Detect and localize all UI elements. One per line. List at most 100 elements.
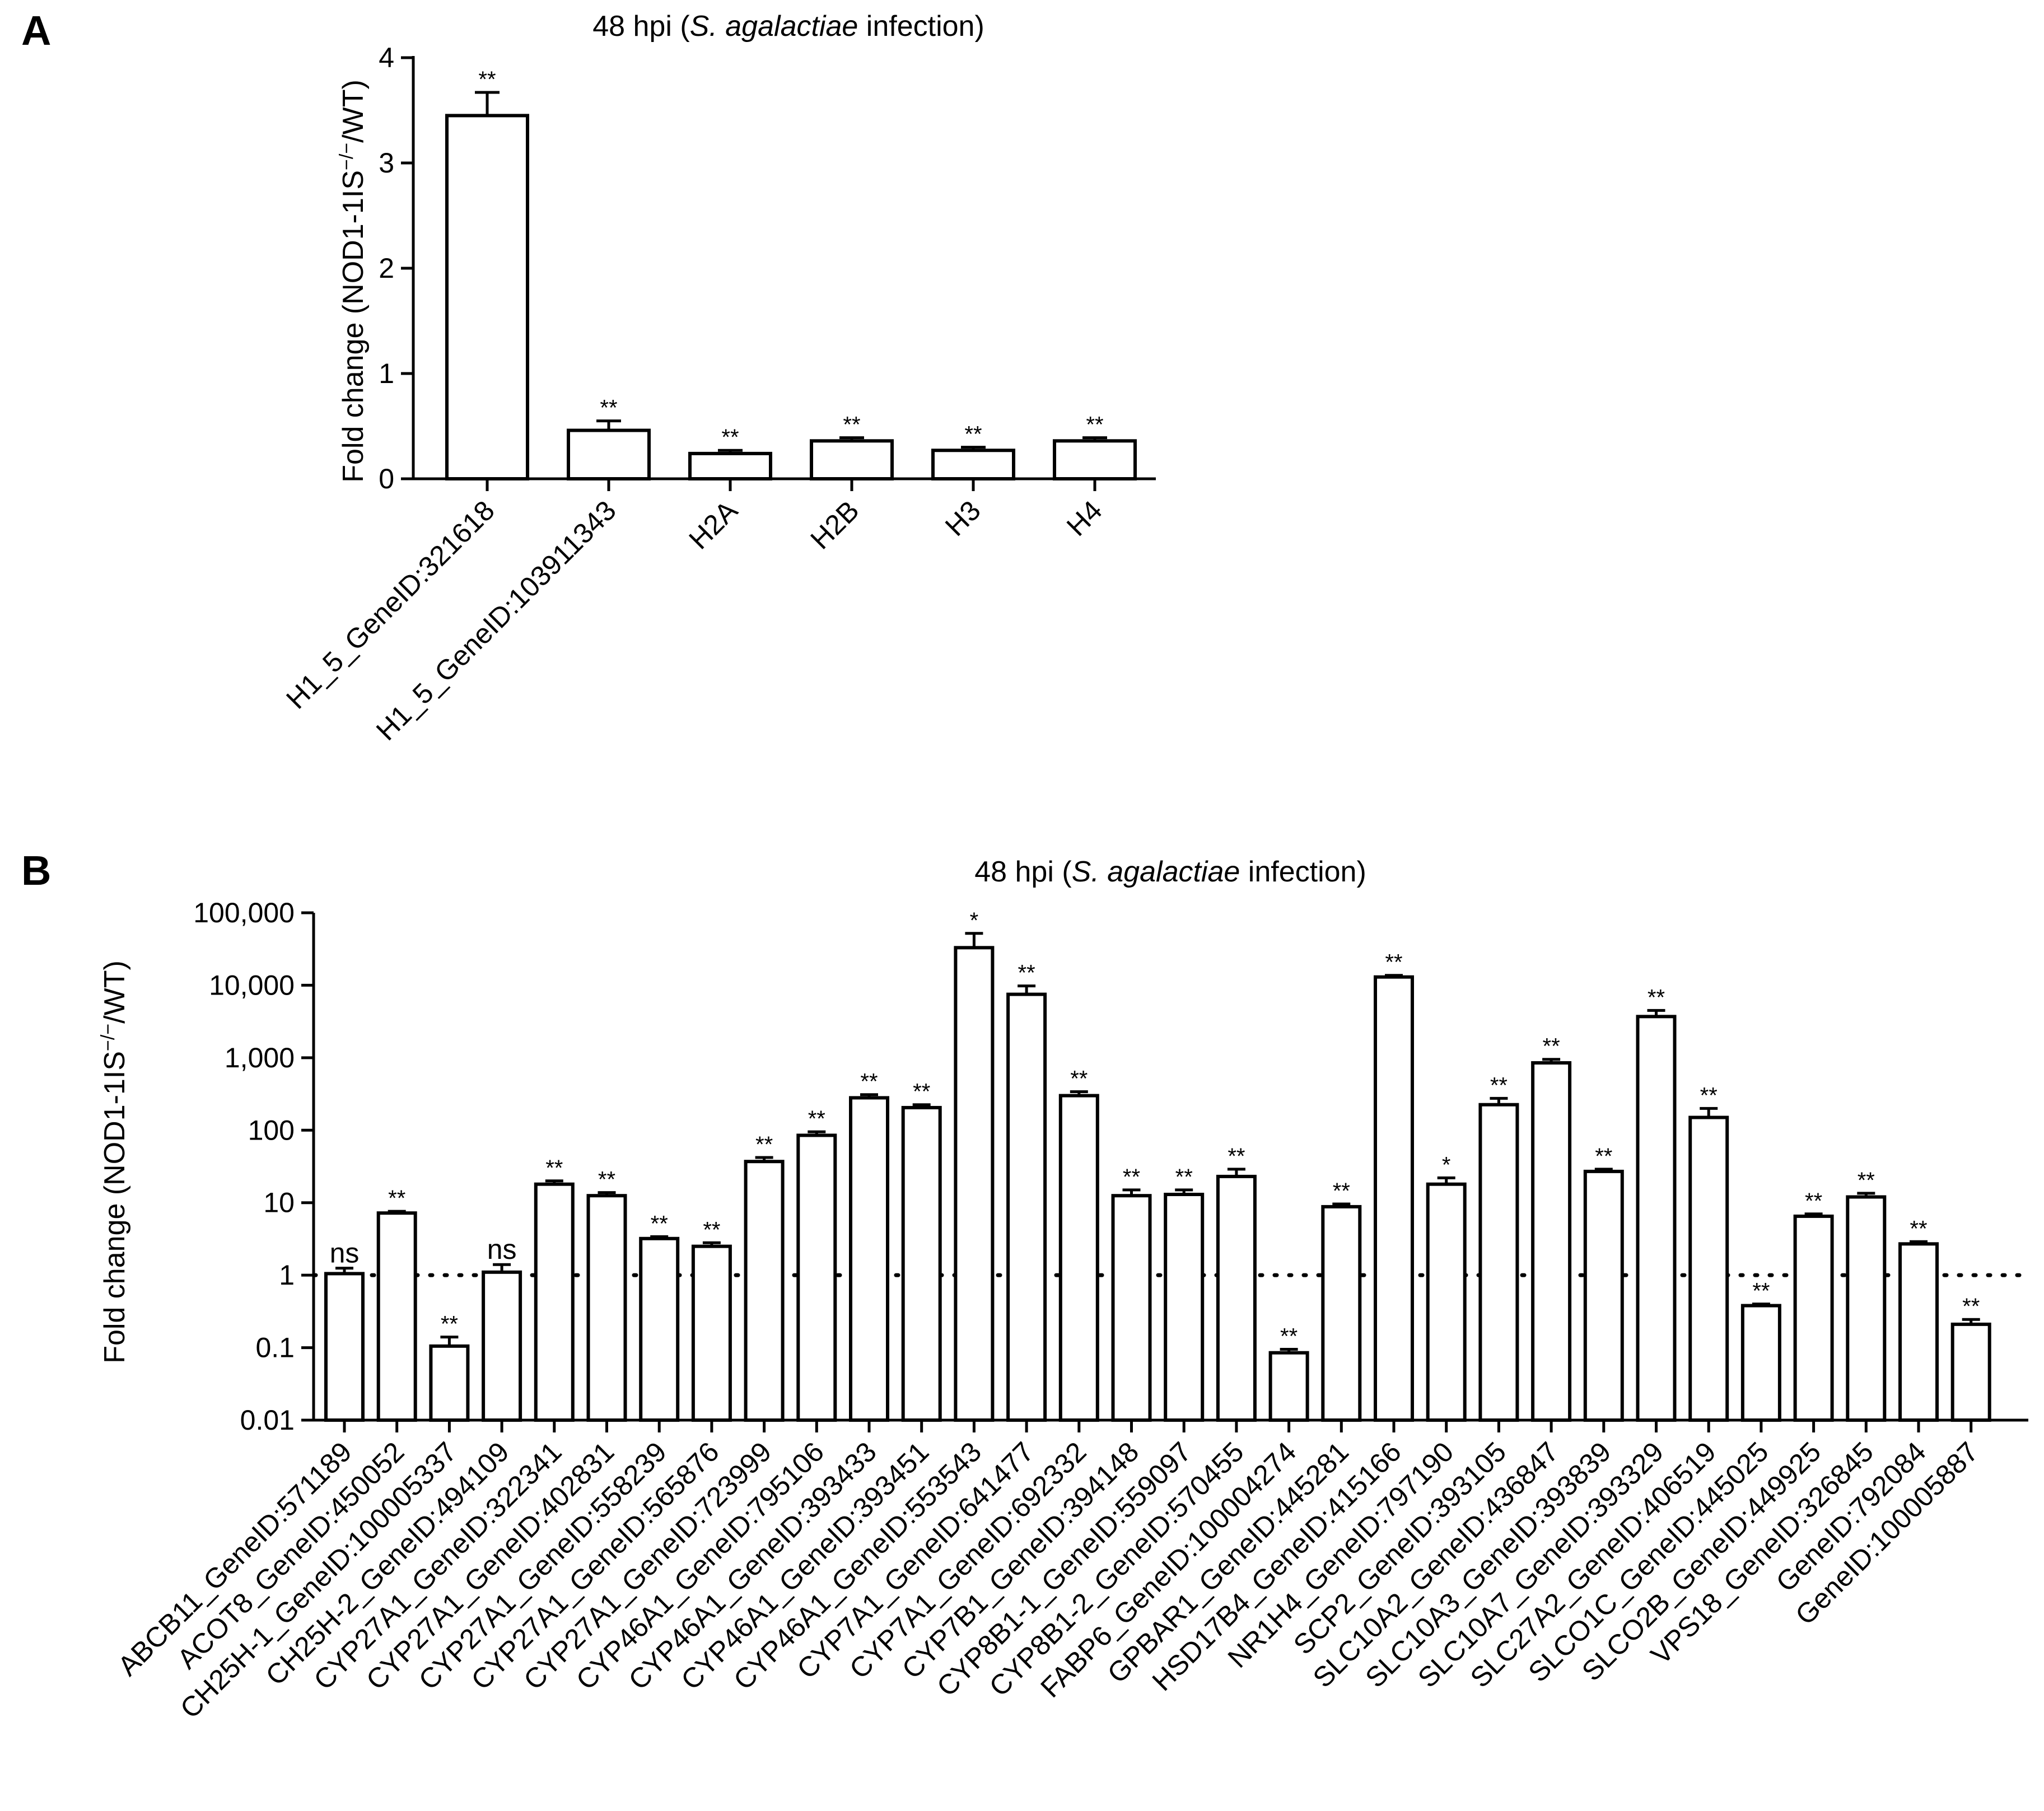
chart-b-bar (639, 1236, 680, 1422)
chart-b-bar (586, 1194, 627, 1422)
chart-b-significance-label: ** (1595, 1144, 1612, 1169)
chart-a-category-label: H2B (804, 494, 865, 555)
chart-b-significance-label: ** (1018, 961, 1035, 986)
chart-b-bar (1006, 992, 1047, 1422)
chart-b-bar (901, 1105, 942, 1422)
chart-b-bar (1846, 1195, 1887, 1422)
chart-a-y-tick-label: 2 (379, 253, 394, 284)
chart-panel-a: 48 hpi (S. agalactiae infection) Fold ch… (280, 10, 1156, 746)
chart-b-significance-label: ** (598, 1168, 615, 1192)
chart-b-bar (1164, 1192, 1205, 1422)
chart-a-y-tick-label: 4 (379, 42, 394, 73)
chart-a-title: 48 hpi (S. agalactiae infection) (592, 10, 984, 43)
chart-a-y-tick-label: 3 (379, 147, 394, 179)
chart-b-significance-label: ** (703, 1217, 720, 1242)
chart-b-significance-label: ** (545, 1156, 563, 1180)
chart-b-bar (1216, 1174, 1257, 1422)
chart-a-bar (445, 114, 529, 480)
chart-b-significance-label: * (1442, 1152, 1451, 1177)
chart-a-bar (810, 439, 894, 481)
chart-b-significance-label: ** (1648, 985, 1665, 1010)
chart-a-significance-label: ** (964, 422, 982, 447)
chart-a-bar (931, 449, 1015, 480)
chart-b-y-tick-label: 0.01 (240, 1404, 295, 1436)
chart-b-bar (744, 1160, 785, 1422)
chart-b-significance-label: ** (388, 1186, 405, 1211)
chart-b-significance-label: ** (1228, 1144, 1245, 1169)
chart-b-y-tick-label: 10,000 (209, 969, 295, 1001)
chart-b-bar (1898, 1242, 1939, 1422)
chart-b-significance-label: ** (1805, 1189, 1822, 1213)
chart-b-significance-label: ns (487, 1234, 517, 1265)
chart-b-bar (1111, 1194, 1152, 1422)
chart-b-bar (1321, 1205, 1362, 1422)
chart-a-bar (567, 428, 651, 481)
chart-b-y-tick-label: 100,000 (193, 897, 295, 928)
chart-b-bar (849, 1096, 889, 1422)
chart-b-bar (1426, 1182, 1467, 1422)
chart-b-significance-label: ** (1123, 1165, 1140, 1189)
chart-b-significance-label: ** (1385, 950, 1402, 975)
chart-b-significance-label: ** (651, 1211, 668, 1236)
chart-b-significance-label: ** (808, 1107, 825, 1131)
chart-b-significance-label: ** (1333, 1179, 1350, 1203)
chart-a-category-label: H2A (683, 494, 744, 556)
chart-a-category-label: H3 (939, 494, 987, 542)
chart-b-significance-label: ** (860, 1070, 878, 1094)
chart-b-y-tick-label: 0.1 (255, 1332, 295, 1364)
chart-a-significance-label: ** (600, 396, 617, 421)
chart-a-category-label: H4 (1061, 494, 1108, 542)
chart-b-bar (482, 1270, 522, 1422)
chart-b-bar (1636, 1015, 1677, 1422)
panel-a-label: A (21, 7, 51, 54)
chart-a-significance-label: ** (478, 67, 496, 92)
chart-b-bar (1583, 1169, 1624, 1422)
chart-b-significance-label: ** (1070, 1066, 1088, 1091)
chart-b-y-tick-label: 10 (263, 1187, 295, 1219)
chart-b-bar (534, 1182, 575, 1422)
chart-b-significance-label: ** (1280, 1324, 1298, 1348)
chart-a-bar (1053, 439, 1137, 481)
chart-a-y-tick-label: 1 (379, 358, 394, 389)
chart-b-bar (429, 1344, 470, 1422)
chart-b-bar (1531, 1061, 1572, 1422)
chart-b-significance-label: ** (1752, 1279, 1770, 1304)
chart-b-bar (1793, 1214, 1834, 1422)
chart-b-significance-label: ** (1175, 1165, 1193, 1189)
chart-b-bar (376, 1211, 417, 1422)
chart-b-bar (1740, 1304, 1781, 1422)
chart-b-significance-label: ** (1910, 1216, 1927, 1241)
chart-b-significance-label: ** (441, 1312, 458, 1337)
chart-panel-b: 48 hpi (S. agalactiae infection) Fold ch… (97, 856, 2029, 1724)
chart-a-category-label: H1_5_GeneID:103911343 (370, 494, 622, 746)
chart-a-y-axis-label: Fold change (NOD1-1IS−/−/WT) (336, 80, 370, 483)
chart-b-y-tick-label: 1,000 (225, 1042, 295, 1073)
chart-b-bar (1374, 975, 1414, 1422)
chart-b-significance-label: ** (755, 1132, 773, 1157)
chart-b-significance-label: ** (1858, 1168, 1875, 1193)
chart-b-bar (1268, 1351, 1309, 1422)
chart-a-bar (688, 451, 772, 481)
panel-b-label: B (21, 847, 51, 894)
chart-b-significance-label: ns (330, 1238, 360, 1269)
chart-b-significance-label: ** (1700, 1083, 1718, 1108)
chart-b-bar (691, 1244, 732, 1422)
chart-b-bar (1950, 1322, 1991, 1422)
chart-a-category-label: H1_5_GeneID:321618 (280, 494, 500, 715)
chart-b-y-tick-label: 1 (279, 1259, 295, 1291)
chart-b-title: 48 hpi (S. agalactiae infection) (974, 856, 1366, 888)
chart-a-significance-label: ** (843, 413, 860, 437)
chart-b-y-axis-label: Fold change (NOD1-1IS−/−/WT) (97, 960, 131, 1364)
chart-b-bar (954, 946, 995, 1422)
chart-b-bar (796, 1133, 837, 1422)
chart-b-bar (324, 1272, 365, 1422)
chart-b-y-tick-label: 100 (248, 1114, 295, 1146)
chart-b-significance-label: ** (913, 1080, 930, 1104)
chart-b-bar (1688, 1115, 1729, 1422)
chart-a-significance-label: ** (1086, 413, 1103, 437)
chart-b-significance-label: ** (1543, 1034, 1560, 1059)
chart-a-y-tick-label: 0 (379, 463, 394, 494)
chart-b-significance-label: * (970, 908, 979, 933)
chart-b-bar (1058, 1094, 1099, 1422)
